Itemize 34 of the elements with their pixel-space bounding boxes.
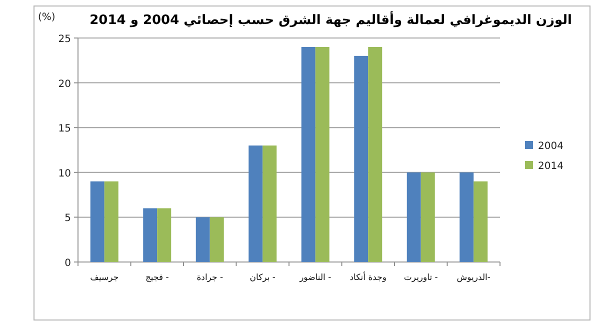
x-tick-label: - بركان <box>250 273 276 283</box>
chart-title: الوزن الديموغرافي لعمالة وأقاليم جهة الشرق حسب إحصائي 2004 و 2014 <box>90 11 572 28</box>
legend-label: 2014 <box>538 161 564 172</box>
bar <box>420 172 435 262</box>
bar <box>262 146 277 262</box>
bar <box>248 146 263 262</box>
x-tick-label: - تاوريرت <box>404 273 438 283</box>
bar <box>210 217 224 262</box>
y-tick-label: 10 <box>58 168 71 180</box>
y-tick-label: 20 <box>58 78 71 90</box>
bar <box>354 56 368 262</box>
x-tick-label: جرسيف <box>90 273 119 283</box>
bar <box>157 208 172 262</box>
x-tick-label: -الدريوش <box>456 273 490 283</box>
x-tick-label: - جرادة <box>196 273 224 283</box>
bar <box>104 181 118 262</box>
bar <box>460 172 474 262</box>
bar <box>143 208 158 262</box>
legend-label: 2004 <box>538 141 564 152</box>
y-tick-label: 5 <box>64 213 71 224</box>
bar <box>315 46 330 262</box>
y-tick-label: 25 <box>58 34 71 45</box>
bar <box>368 46 382 262</box>
bar <box>90 181 104 262</box>
bar <box>406 172 421 262</box>
x-tick-label: - الناضور <box>298 273 332 283</box>
y-tick-label: 0 <box>64 258 71 269</box>
bar <box>474 181 488 262</box>
bar <box>196 217 210 262</box>
x-tick-label: وجدة أنكاد <box>350 271 387 283</box>
y-axis-title: (%) <box>38 12 56 23</box>
y-tick-label: 15 <box>58 124 71 135</box>
bar <box>301 46 316 262</box>
x-tick-label: - فجيج <box>145 273 169 283</box>
